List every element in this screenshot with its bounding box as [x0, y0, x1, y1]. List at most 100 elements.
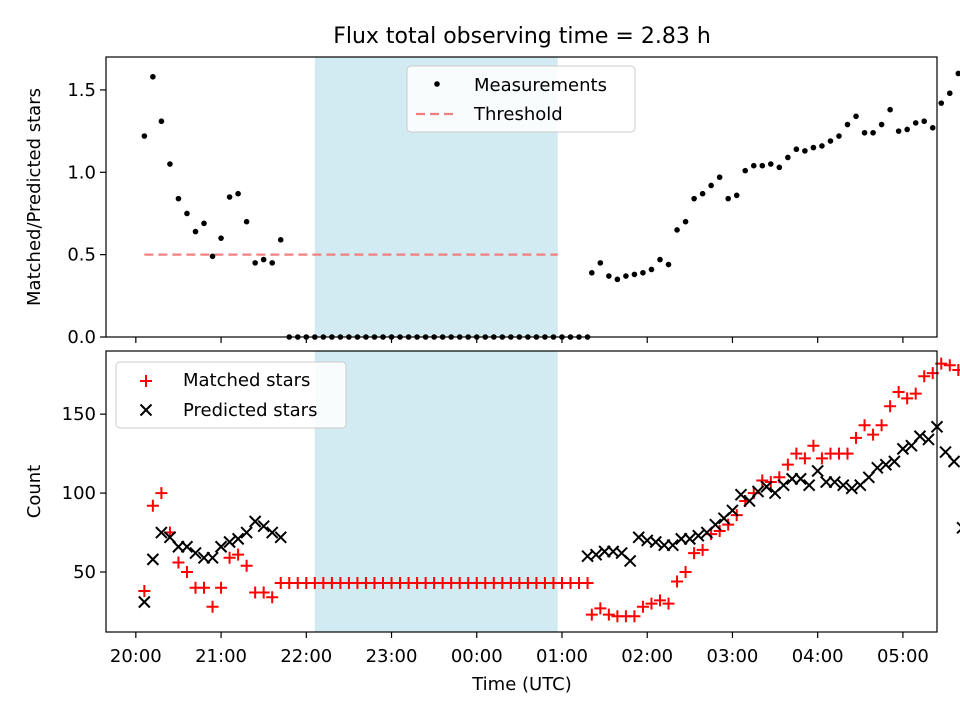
predicted-star-point — [666, 538, 679, 552]
measurement-point — [141, 133, 148, 139]
measurement-point — [921, 118, 928, 125]
matched-star-point — [713, 524, 726, 537]
predicted-star-point — [155, 526, 168, 539]
matched-star-point — [790, 447, 803, 460]
x-tick-label: 04:00 — [792, 646, 844, 667]
measurement-point — [819, 143, 825, 149]
predicted-star-point — [274, 531, 287, 544]
matched-star-point — [807, 439, 820, 452]
measurement-point — [887, 106, 893, 113]
predicted-stars-points — [138, 420, 960, 609]
measurement-point — [827, 138, 834, 144]
x-tick-label: 21:00 — [195, 646, 247, 667]
count-y-ticks: 50 100 150 — [62, 404, 106, 583]
matched-star-point — [909, 387, 922, 400]
measurement-point — [878, 121, 885, 128]
measurement-point — [802, 148, 808, 154]
measurement-point — [192, 228, 199, 235]
x-tick-label: 02:00 — [621, 646, 673, 667]
predicted-star-point — [240, 526, 253, 539]
measurement-point — [870, 129, 876, 136]
predicted-star-point — [879, 458, 893, 471]
predicted-star-point — [623, 554, 637, 568]
measurement-point — [158, 118, 165, 125]
measurement-point — [201, 220, 207, 227]
predicted-star-point — [811, 464, 824, 478]
matched-star-point — [943, 359, 956, 372]
y-tick-label: 100 — [62, 483, 96, 504]
predicted-star-point — [692, 529, 705, 542]
legend-label-predicted: Predicted stars — [183, 400, 317, 421]
count-panel: 50 100 150 20:00 21:00 22:00 23:00 00:00 01:00 0… — [24, 350, 960, 667]
matched-star-point — [581, 577, 594, 590]
y-tick-label: 50 — [73, 562, 96, 583]
matched-star-point — [215, 581, 228, 594]
x-tick-label: 22:00 — [280, 646, 332, 667]
measurement-point — [252, 260, 258, 266]
measurement-point — [665, 261, 672, 268]
matched-star-point — [798, 452, 811, 465]
matched-star-point — [645, 597, 658, 610]
matched-star-point — [172, 556, 185, 569]
matched-star-point — [146, 499, 159, 512]
matched-star-point — [679, 566, 692, 579]
predicted-star-point — [709, 518, 722, 531]
predicted-star-point — [751, 485, 765, 498]
measurement-point — [742, 167, 749, 174]
predicted-star-point — [888, 455, 901, 468]
measurement-point — [793, 146, 800, 153]
measurement-point — [810, 144, 817, 151]
matched-star-point — [815, 452, 828, 465]
ratio-x-ticks — [135, 337, 904, 343]
predicted-star-point — [248, 515, 262, 528]
measurement-point — [657, 256, 663, 263]
matched-star-point — [841, 447, 854, 460]
ratio-y-axis-label: Matched/Predicted stars — [24, 88, 45, 306]
x-tick-label: 03:00 — [707, 646, 759, 667]
predicted-star-point — [828, 475, 841, 489]
matched-star-point — [662, 597, 675, 610]
matched-star-point — [240, 559, 253, 572]
measurement-point — [708, 182, 714, 189]
legend-marker-predicted — [139, 403, 153, 417]
legend-marker-measurements — [434, 81, 440, 87]
measurement-point — [614, 276, 621, 283]
measurement-point — [218, 235, 224, 241]
legend-label-matched: Matched stars — [183, 370, 310, 391]
measurement-point — [844, 121, 851, 128]
matched-star-point — [671, 575, 684, 588]
measurement-point — [243, 218, 250, 225]
measurement-point — [648, 266, 655, 273]
matched-star-point — [884, 400, 897, 413]
matched-star-point — [867, 428, 880, 441]
legend-marker-matched — [140, 375, 152, 387]
matched-star-point — [654, 594, 666, 607]
predicted-star-point — [257, 520, 270, 533]
matched-star-point — [138, 584, 151, 597]
predicted-star-point — [734, 488, 748, 501]
matched-star-point — [781, 458, 794, 471]
matched-star-point — [756, 474, 769, 487]
y-tick-label: 0.0 — [67, 327, 96, 348]
x-tick-label: 01:00 — [536, 646, 588, 667]
measurement-point — [235, 190, 241, 197]
measurement-point — [861, 129, 868, 136]
matched-star-point — [918, 370, 931, 383]
predicted-star-point — [214, 540, 228, 553]
legend-box — [406, 65, 636, 133]
chart-title: Flux total observing time = 2.83 h — [333, 24, 711, 49]
predicted-star-point — [802, 478, 816, 492]
measurement-point — [895, 128, 902, 134]
measurement-point — [750, 162, 757, 169]
predicted-star-point — [138, 595, 151, 609]
measurement-point — [260, 256, 267, 263]
ratio-y-ticks: 0.0 0.5 1.0 1.5 — [67, 80, 106, 348]
measurement-point — [184, 210, 190, 217]
measurement-point — [836, 133, 842, 139]
measurement-point — [759, 162, 766, 169]
measurement-point — [674, 227, 680, 233]
predicted-star-point — [146, 553, 160, 566]
legend-box — [115, 361, 347, 429]
predicted-star-point — [223, 535, 236, 549]
time-x-ticks: 20:00 21:00 22:00 23:00 00:00 01:00 02:00 03:00… — [110, 632, 929, 667]
